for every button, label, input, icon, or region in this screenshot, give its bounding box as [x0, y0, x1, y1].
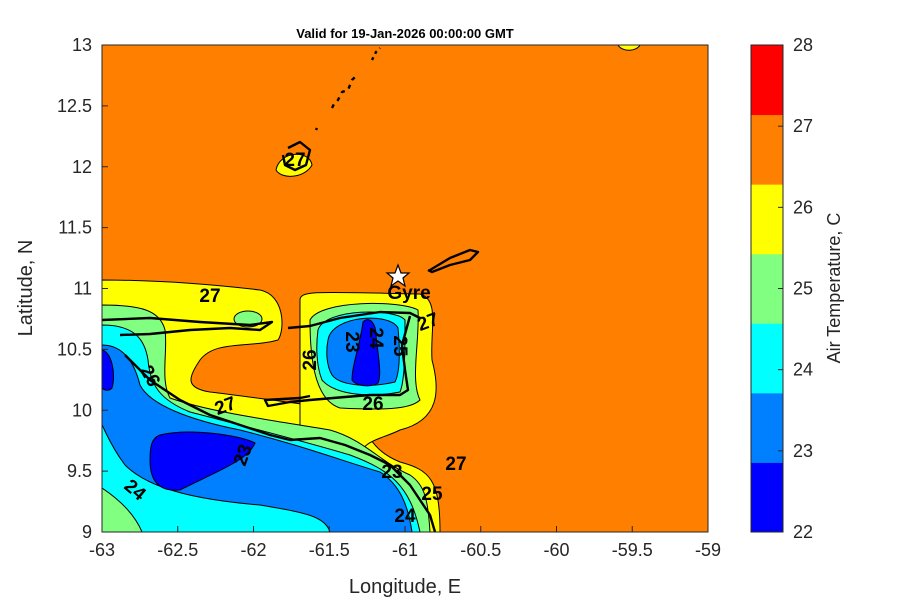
contour-label: 27	[445, 454, 466, 475]
colorbar: 22 23 24 25 26 27 28	[750, 35, 813, 542]
colorbar-band	[751, 253, 783, 324]
coastline-grenadines-4	[370, 47, 381, 61]
colorbar-tick-label: 22	[793, 522, 813, 542]
band-25-26-corner	[102, 487, 143, 532]
colorbar-band	[751, 184, 783, 255]
y-tick-label: 9	[82, 522, 92, 542]
x-axis-label: Longitude, E	[349, 576, 461, 598]
x-tick-label: -59.5	[612, 540, 653, 560]
y-tick-label: 10	[72, 400, 92, 420]
coastline-grenada	[281, 140, 312, 172]
y-axis-label: Latitude, N	[15, 240, 37, 337]
x-tick-label: -60	[543, 540, 569, 560]
coastline-venezuela-north	[102, 316, 274, 337]
coastline-venezuela-east	[124, 354, 437, 532]
plot-area: 27 27 27 26 26 23 24 27 23 24 25 23 24 2…	[102, 45, 708, 532]
marker-label: Gyre	[387, 283, 430, 304]
colorbar-tick-label: 23	[793, 441, 813, 461]
colorbar-tick-label: 28	[793, 35, 813, 55]
colorbar-tick-label: 27	[793, 116, 813, 136]
x-tick-label: -60.5	[460, 540, 501, 560]
coastline-tobago	[427, 248, 480, 274]
y-tick-label: 11.5	[58, 218, 92, 238]
colorbar-tick-label: 24	[793, 360, 813, 380]
x-tick-label: -61.5	[309, 540, 350, 560]
coastline-grenadines-2	[314, 127, 319, 131]
x-tick-label: -63	[89, 540, 115, 560]
y-tick-label: 9.5	[67, 461, 92, 481]
x-tick-label: -59	[695, 540, 721, 560]
coastline-grenadines-3	[330, 75, 357, 109]
contour-label: 23	[381, 462, 402, 483]
colorbar-label: Air Temperature, C	[824, 213, 844, 364]
band-22-23-west	[102, 349, 115, 391]
contour-label: 23	[341, 331, 362, 352]
coastline-trinidad	[263, 315, 412, 408]
contour-label: 25	[421, 484, 443, 505]
x-tick-label: -62.5	[157, 540, 198, 560]
x-axis: -63 -62.5 -62 -61.5 -61 -60.5 -60 -59.5 -59	[89, 526, 721, 560]
contour-label: 27	[284, 150, 305, 171]
colorbar-band	[751, 462, 783, 533]
contour-label: 24	[365, 327, 386, 349]
y-axis: 9 9.5 10 10.5 11 11.5 12 12.5 13	[57, 35, 108, 542]
x-tick-label: -61	[392, 540, 418, 560]
colorbar-tick-label: 25	[793, 279, 813, 299]
colorbar-band	[751, 323, 783, 394]
y-tick-label: 12.5	[57, 96, 92, 116]
star-marker-icon	[385, 263, 411, 288]
coastline-paria	[287, 310, 421, 330]
contour-label: 26	[362, 394, 383, 415]
y-tick-label: 12	[72, 157, 92, 177]
x-tick-label: -62	[240, 540, 266, 560]
band-22-23-south	[149, 431, 256, 491]
band-25-26-blob	[233, 310, 263, 328]
contour-label: 27	[199, 286, 220, 307]
contour-label: 26	[300, 349, 321, 370]
chart-title: Valid for 19-Jan-2026 00:00:00 GMT	[296, 26, 514, 41]
y-tick-label: 11	[73, 279, 92, 299]
band-22-23-east	[351, 319, 381, 387]
colorbar-band	[751, 45, 783, 116]
colorbar-tick-label: 26	[793, 197, 813, 217]
colorbar-band	[751, 114, 783, 185]
contour-label: 24	[394, 506, 416, 527]
y-tick-label: 10.5	[57, 339, 92, 359]
colorbar-band	[751, 392, 783, 463]
y-tick-label: 13	[72, 35, 92, 55]
contour-label: 25	[389, 335, 410, 357]
